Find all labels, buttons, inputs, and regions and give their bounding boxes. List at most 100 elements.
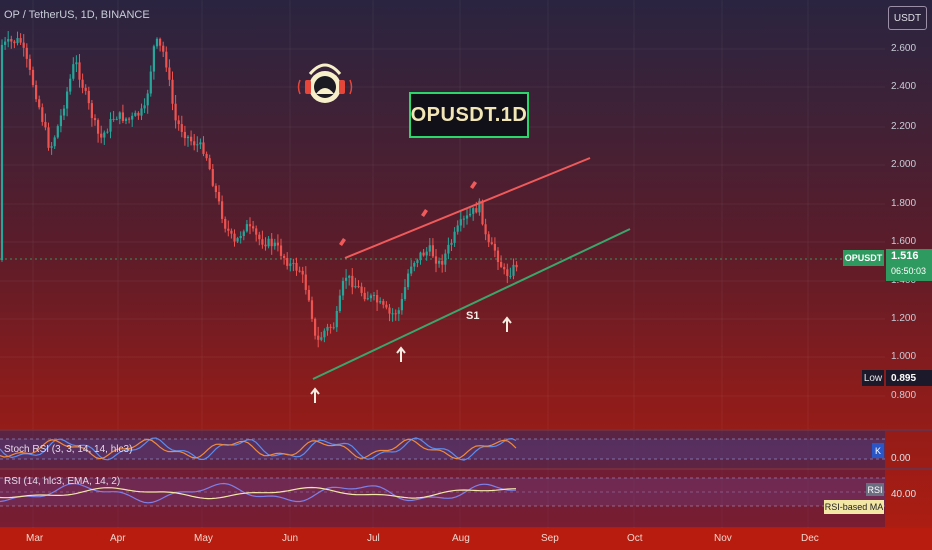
candle-body: [168, 67, 171, 80]
candle-body: [407, 273, 410, 288]
candle-body: [512, 264, 515, 276]
resistance-trendline[interactable]: [344, 157, 591, 259]
candle-body: [481, 200, 484, 225]
candle-body: [397, 310, 400, 314]
rsi-ma-line: [0, 486, 517, 500]
candle-body: [190, 136, 193, 142]
candle-body: [310, 300, 314, 319]
candle-body: [230, 230, 233, 234]
candle-body: [270, 238, 273, 247]
month-label: Dec: [801, 533, 819, 544]
candle-body: [62, 108, 66, 116]
candle-body: [388, 307, 391, 314]
candle-body: [515, 264, 518, 268]
candle-body: [419, 252, 422, 261]
candle-body: [276, 242, 279, 246]
candle-body: [493, 243, 496, 251]
candle-body: [335, 311, 338, 328]
candle-body: [47, 127, 50, 148]
candle-body: [462, 218, 465, 220]
candle-body: [298, 270, 301, 272]
candle-body: [221, 201, 224, 219]
candle-body: [140, 108, 143, 116]
price-tick: 2.000: [891, 159, 917, 170]
candle-body: [224, 218, 227, 229]
rsi-line: [0, 482, 517, 504]
candle-body: [348, 275, 351, 278]
candle-body: [450, 242, 453, 245]
currency-button[interactable]: USDT: [888, 6, 927, 30]
candle-body: [69, 78, 72, 92]
candle-body: [236, 238, 239, 242]
rsi-tick: 40.00: [891, 489, 917, 500]
price-tick: 0.800: [891, 390, 917, 401]
arrow-up-icon: [502, 316, 512, 332]
candle-body: [345, 277, 348, 281]
candle-body: [307, 289, 310, 301]
candle-body: [323, 330, 326, 338]
candle-body: [131, 115, 134, 120]
candle-body: [366, 298, 369, 300]
support-trendline[interactable]: [312, 228, 631, 380]
month-label: Jun: [282, 533, 299, 544]
candle-body: [239, 236, 242, 239]
low-label: Low: [862, 370, 884, 386]
candle-body: [382, 301, 385, 305]
candle-body: [159, 38, 162, 46]
stoch-rsi-legend[interactable]: Stoch RSI (3, 3, 14, 14, hlc3): [4, 444, 133, 455]
candle-body: [273, 242, 276, 247]
candle-body: [16, 38, 19, 44]
candle-body: [431, 245, 434, 257]
rsi-legend[interactable]: RSI (14, hlc3, EMA, 14, 2): [4, 476, 121, 487]
candle-body: [146, 93, 149, 106]
price-tick: 1.000: [891, 351, 917, 362]
candle-body: [22, 42, 25, 48]
candle-body: [202, 142, 205, 154]
candle-body: [186, 136, 190, 139]
candle-body: [124, 118, 128, 121]
time-axis[interactable]: Mar Apr May Jun Jul Aug Sep Oct Nov Dec: [0, 528, 932, 550]
candle-body: [422, 252, 425, 256]
month-label: Jul: [367, 533, 380, 544]
candle-body: [509, 275, 512, 277]
candle-body: [363, 292, 366, 300]
price-tick: 1.200: [891, 313, 917, 324]
candle-body: [475, 208, 478, 213]
candle-body: [81, 79, 84, 88]
month-label: Aug: [452, 533, 470, 544]
candle-body: [351, 275, 354, 288]
candle-body: [416, 260, 419, 263]
candle-body: [0, 44, 4, 261]
candle-body: [403, 287, 407, 300]
price-tick: 1.800: [891, 198, 917, 209]
last-price-tag: 1.516 06:50:03: [886, 249, 932, 281]
price-tick: 2.200: [891, 121, 917, 132]
candle-body: [500, 261, 503, 267]
candle-body: [490, 242, 493, 244]
candle-body: [38, 99, 41, 108]
candle-body: [391, 313, 394, 315]
arrow-up-icon: [396, 346, 406, 362]
bar-countdown: 06:50:03: [891, 266, 927, 276]
candle-body: [376, 295, 379, 303]
headphones-mascot-icon: [297, 63, 353, 103]
candle-body: [59, 115, 62, 127]
candle-body: [103, 132, 106, 138]
candle-body: [66, 91, 69, 109]
candle-body: [50, 146, 53, 148]
candle-body: [199, 142, 202, 145]
candle-body: [264, 244, 267, 247]
symbol-legend[interactable]: OP / TetherUS, 1D, BINANCE: [4, 9, 150, 21]
candle-body: [41, 107, 44, 122]
arrow-up-icon: [310, 387, 320, 403]
candle-body: [261, 239, 264, 245]
candle-body: [252, 226, 255, 229]
candle-body: [118, 112, 121, 119]
candle-body: [97, 120, 100, 134]
price-tick: 1.600: [891, 236, 917, 247]
candle-body: [360, 286, 363, 293]
candle-body: [338, 295, 341, 312]
candle-body: [28, 58, 31, 70]
